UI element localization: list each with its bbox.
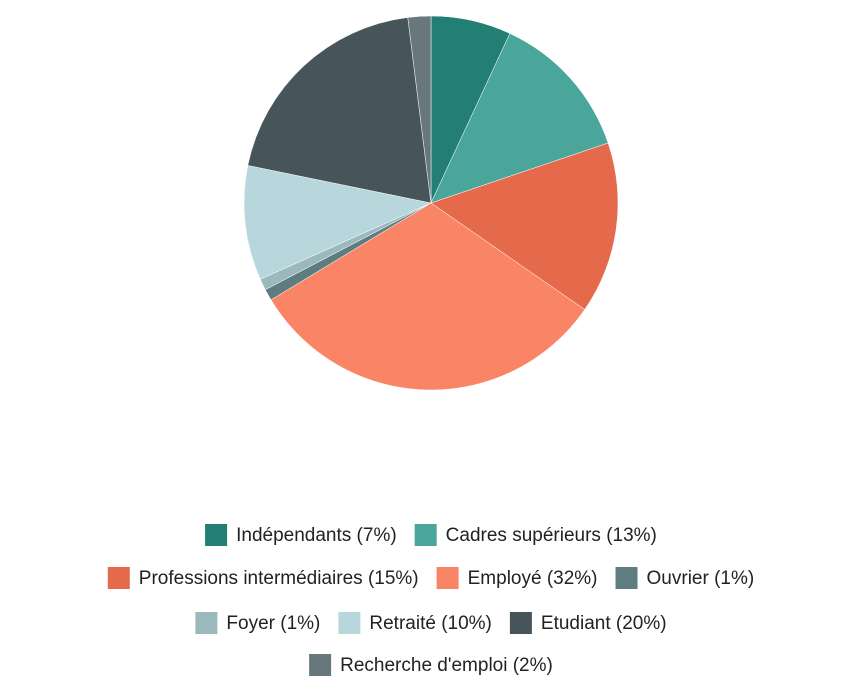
legend-label: Foyer (1%) bbox=[226, 613, 320, 634]
legend-value: (7%) bbox=[357, 525, 397, 546]
legend-swatch bbox=[338, 612, 361, 634]
legend-value: (32%) bbox=[547, 568, 598, 589]
legend-label: Ouvrier (1%) bbox=[647, 568, 755, 589]
legend-label: Professions intermédiaires (15%) bbox=[139, 568, 419, 589]
legend-value: (20%) bbox=[616, 613, 667, 634]
pie-slice bbox=[270, 202, 585, 391]
pie-slice bbox=[407, 15, 432, 204]
legend-swatch bbox=[509, 612, 532, 634]
pie-slice bbox=[430, 33, 609, 204]
legend-swatch bbox=[195, 612, 218, 634]
legend-swatch bbox=[414, 524, 437, 546]
legend-item: Ouvrier (1%) bbox=[615, 567, 755, 589]
legend-swatch bbox=[107, 567, 130, 589]
legend-item: Professions intermédiaires (15%) bbox=[107, 567, 419, 589]
legend-swatch bbox=[436, 567, 459, 589]
pie-slice bbox=[243, 165, 432, 280]
legend-name: Recherche d'emploi bbox=[340, 655, 507, 676]
legend-item: Foyer (1%) bbox=[195, 612, 320, 634]
legend-item: Etudiant (20%) bbox=[509, 612, 667, 634]
legend-item: Indépendants (7%) bbox=[205, 524, 397, 546]
legend-label: Recherche d'emploi (2%) bbox=[340, 655, 553, 676]
legend-value: (10%) bbox=[441, 613, 492, 634]
legend-swatch bbox=[615, 567, 638, 589]
legend-item: Cadres supérieurs (13%) bbox=[414, 524, 657, 546]
legend-value: (2%) bbox=[513, 655, 553, 676]
legend-label: Employé (32%) bbox=[468, 568, 598, 589]
legend-name: Cadres supérieurs bbox=[446, 525, 601, 546]
legend-value: (13%) bbox=[606, 525, 657, 546]
legend-label: Retraité (10%) bbox=[369, 613, 492, 634]
legend-label: Cadres supérieurs (13%) bbox=[446, 525, 657, 546]
legend-name: Retraité bbox=[369, 613, 436, 634]
legend-item: Recherche d'emploi (2%) bbox=[309, 654, 553, 676]
legend-value: (1%) bbox=[714, 568, 754, 589]
legend-value: (15%) bbox=[368, 568, 419, 589]
legend-label: Indépendants (7%) bbox=[236, 525, 397, 546]
legend-swatch bbox=[205, 524, 228, 546]
legend-item: Retraité (10%) bbox=[338, 612, 492, 634]
legend-name: Foyer bbox=[226, 613, 275, 634]
pie-slice bbox=[247, 17, 432, 204]
legend-name: Employé bbox=[468, 568, 542, 589]
legend-name: Professions intermédiaires bbox=[139, 568, 363, 589]
legend-name: Indépendants bbox=[236, 525, 351, 546]
legend-name: Etudiant bbox=[541, 613, 611, 634]
pie-slice bbox=[430, 142, 619, 310]
legend-item: Employé (32%) bbox=[436, 567, 598, 589]
legend-name: Ouvrier bbox=[647, 568, 710, 589]
legend-swatch bbox=[309, 654, 332, 676]
legend-value: (1%) bbox=[280, 613, 320, 634]
legend-label: Etudiant (20%) bbox=[541, 613, 667, 634]
